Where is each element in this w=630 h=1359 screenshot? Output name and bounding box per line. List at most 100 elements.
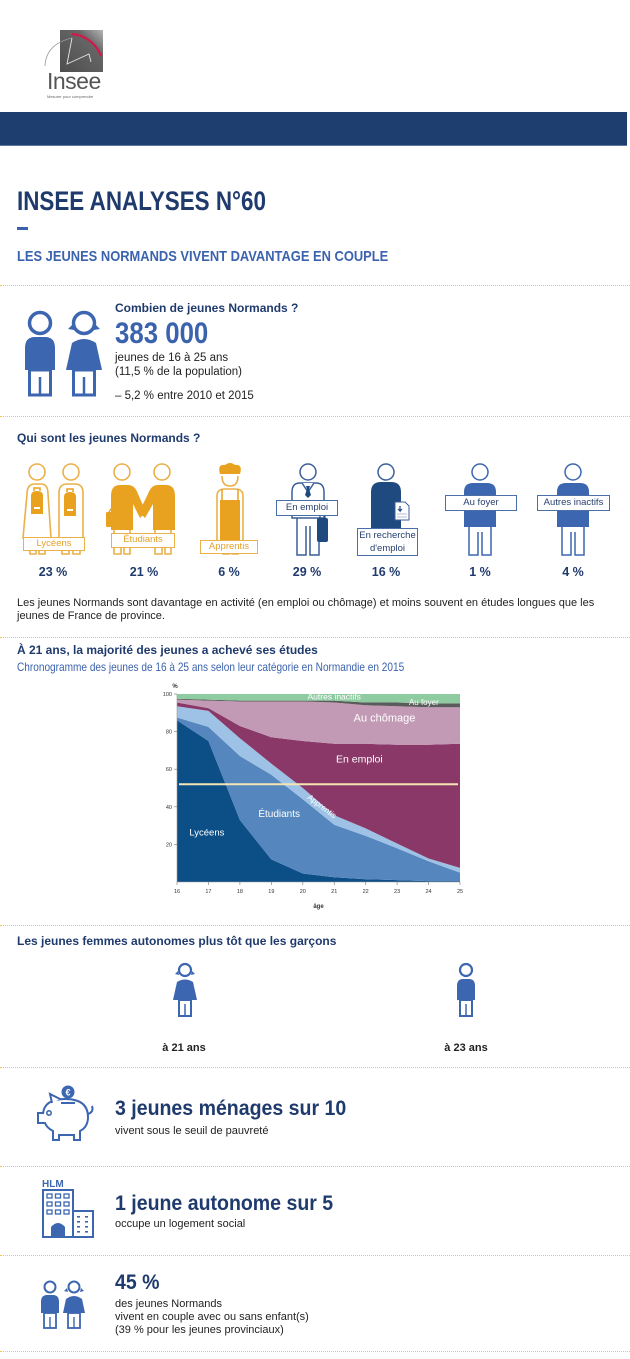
series-label-autres-inactifs: Autres inactifs <box>308 691 361 701</box>
count-description-line1: jeunes de 16 à 25 ans <box>115 352 229 364</box>
section-divider <box>0 1067 630 1068</box>
chart-subtitle: Chronogramme des jeunes de 16 à 25 ans s… <box>17 660 405 674</box>
area-autres-inactifs <box>177 694 460 704</box>
hlm-label: HLM <box>42 1179 64 1190</box>
fact-couple-text-line1: des jeunes Normands <box>115 1298 223 1310</box>
x-tick-label: 21 <box>331 889 337 895</box>
fact-housing-headline: 1 jeune autonome sur 5 <box>115 1192 334 1215</box>
count-heading: Combien de jeunes Normands ? <box>115 301 299 315</box>
profile-heading: Qui sont les jeunes Normands ? <box>17 431 201 445</box>
fact-poverty-text: vivent sous le seuil de pauvreté <box>115 1125 269 1137</box>
x-tick-label: 24 <box>425 889 431 895</box>
category-pct-en-recherche: 16 % <box>371 565 401 579</box>
section-divider <box>0 637 630 638</box>
count-value: 383 000 <box>115 317 209 350</box>
series-label-etudiants: Étudiants <box>258 807 300 820</box>
category-label-lyceens: Lycéens <box>23 537 85 551</box>
y-axis-label: % <box>172 684 178 690</box>
x-tick-label: 16 <box>174 889 180 895</box>
category-label-en-recherche: En recherche d'emploi <box>357 528 418 556</box>
fact-couple-headline-wrap: 45 % <box>115 1271 163 1295</box>
page-title: INSEE ANALYSES N°60 <box>17 186 266 216</box>
category-pct-lyceens: 23 % <box>38 565 68 579</box>
fact-couple-headline: 45 % <box>115 1271 160 1294</box>
chart-subtitle-wrap: Chronogramme des jeunes de 16 à 25 ans s… <box>17 658 478 676</box>
x-tick-label: 25 <box>457 889 463 895</box>
svg-text:€: € <box>65 1088 70 1098</box>
insee-logo-icon <box>44 30 103 72</box>
y-tick-label: 20 <box>166 842 172 848</box>
piggy-bank-icon: € <box>37 1085 94 1141</box>
category-label-etudiants: Étudiants <box>111 533 175 548</box>
area-etudiants <box>177 717 460 882</box>
young-man-icon <box>457 962 475 1017</box>
y-tick-label: 80 <box>166 730 172 736</box>
young-woman-icon <box>173 962 197 1017</box>
x-tick-label: 23 <box>394 889 400 895</box>
young-couple-icon <box>25 310 102 397</box>
chart-areas <box>177 694 460 882</box>
insee-logo[interactable]: Insee Mesurer pour comprendre <box>40 26 110 106</box>
category-label-au-foyer: Au foyer <box>445 495 517 511</box>
fact-couple-text-line2: vivent en couple avec ou sans enfant(s) <box>115 1311 309 1323</box>
section-divider <box>0 1255 630 1256</box>
area-apprentis <box>177 706 460 873</box>
page-subtitle: LES JEUNES NORMANDS VIVENT DAVANTAGE EN … <box>17 248 389 265</box>
x-tick-label: 18 <box>237 889 243 895</box>
category-pct-apprentis: 6 % <box>218 565 240 579</box>
area-au-chomage <box>177 699 460 745</box>
apprentice-icon <box>216 463 244 555</box>
fact-couple-text-line3: (39 % pour les jeunes provinciaux) <box>115 1324 284 1336</box>
y-tick-label: 40 <box>166 805 172 811</box>
couple-icon <box>41 1280 85 1329</box>
series-label-lyceens: Lycéens <box>189 828 224 839</box>
section-divider <box>0 1166 630 1167</box>
area-au-foyer <box>177 698 460 708</box>
count-change-period: entre 2010 et 2015 <box>157 390 254 402</box>
page-subtitle-wrap: LES JEUNES NORMANDS VIVENT DAVANTAGE EN … <box>17 248 449 266</box>
fact-poverty-headline-wrap: 3 jeunes ménages sur 10 <box>115 1097 364 1121</box>
hlm-building-icon: HLM <box>42 1179 94 1238</box>
section-divider <box>0 1351 630 1352</box>
title-accent-dash <box>17 227 28 230</box>
x-axis-label: âge <box>313 904 324 910</box>
chart-heading: À 21 ans, la majorité des jeunes a achev… <box>17 643 318 657</box>
x-tick-label: 19 <box>268 889 274 895</box>
series-label-au-foyer: Au foyer <box>409 698 439 707</box>
count-value-wrap: 383 000 <box>115 318 223 350</box>
category-pct-etudiants: 21 % <box>129 565 159 579</box>
autonomy-heading: Les jeunes femmes autonomes plus tôt que… <box>17 934 337 948</box>
category-pct-autres-inactifs: 4 % <box>562 565 584 579</box>
section-divider <box>0 416 630 417</box>
logo-tagline: Mesurer pour comprendre <box>47 94 94 99</box>
y-tick-label: 100 <box>163 692 172 698</box>
category-label-autres-inactifs: Autres inactifs <box>537 495 610 511</box>
y-tick-label: 60 <box>166 767 172 773</box>
series-label-au-chomage: Au chômage <box>354 712 416 724</box>
male-autonomy-age: à 23 ans <box>444 1042 488 1054</box>
x-tick-label: 17 <box>205 889 211 895</box>
count-change-value: – 5,2 % <box>115 390 154 402</box>
area-lyceens <box>177 720 460 882</box>
fact-housing-text: occupe un logement social <box>115 1218 246 1230</box>
category-pct-au-foyer: 1 % <box>469 565 491 579</box>
x-tick-label: 20 <box>300 889 306 895</box>
section-divider <box>0 925 630 926</box>
x-tick-label: 22 <box>363 889 369 895</box>
series-label-en-emploi: En emploi <box>336 754 383 766</box>
profile-note: Les jeunes Normands sont davantage en ac… <box>17 597 595 622</box>
fact-poverty-headline: 3 jeunes ménages sur 10 <box>115 1097 347 1120</box>
count-description-line2: (11,5 % de la population) <box>115 366 243 378</box>
page-title-wrap: INSEE ANALYSES N°60 <box>17 186 317 216</box>
fact-housing-headline-wrap: 1 jeune autonome sur 5 <box>115 1192 350 1216</box>
header-banner <box>0 112 627 146</box>
logo-wordmark: Insee <box>47 68 101 94</box>
category-pct-en-emploi: 29 % <box>292 565 322 579</box>
section-divider <box>0 285 630 286</box>
category-label-en-emploi: En emploi <box>276 500 338 516</box>
category-label-apprentis: Apprentis <box>200 540 258 554</box>
count-change: – 5,2 % entre 2010 et 2015 <box>115 389 254 403</box>
chart-axes: 20 40 60 80 100 16 17 18 19 20 21 22 23 24 25% âge <box>163 684 463 910</box>
